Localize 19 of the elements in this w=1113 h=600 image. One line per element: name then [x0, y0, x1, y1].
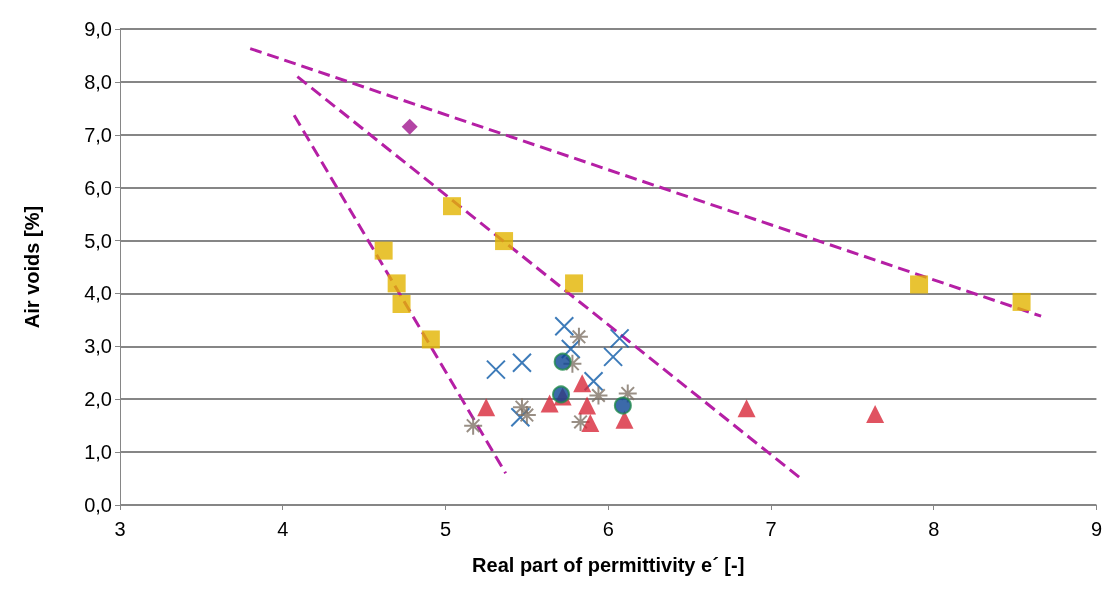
- y-axis-title: Air voids [%]: [21, 205, 43, 329]
- x-tick-label: 3: [114, 518, 126, 540]
- x-tick-label: 6: [602, 518, 614, 540]
- x-tick-label: 4: [277, 518, 289, 540]
- x-tick-label: 5: [439, 518, 452, 540]
- x-axis-title: Real part of permittivity e´ [-]: [472, 554, 745, 576]
- x-tick-label: 7: [765, 518, 777, 540]
- y-tick-label: 5,0: [84, 229, 112, 252]
- y-tick-label: 8,0: [84, 70, 112, 93]
- y-tick-label: 2,0: [84, 388, 112, 411]
- y-tick-label: 0,0: [84, 494, 112, 516]
- y-tick-label: 9,0: [84, 18, 112, 40]
- y-tick-label: 7,0: [84, 123, 112, 146]
- y-tick-label: 6,0: [84, 176, 112, 199]
- y-tick-label: 1,0: [84, 441, 112, 464]
- y-tick-label: 3,0: [84, 335, 112, 358]
- y-tick-label: 4,0: [84, 282, 112, 305]
- x-tick-label: 8: [928, 518, 940, 540]
- x-tick-label: 9: [1090, 518, 1102, 540]
